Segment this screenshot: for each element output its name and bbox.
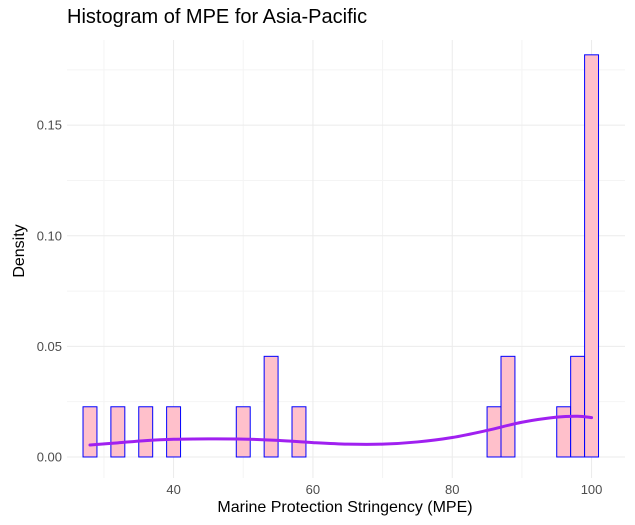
y-tick-label: 0.10 [37, 228, 62, 243]
y-tick-label: 0.05 [37, 339, 62, 354]
x-axis-title: Marine Protection Stringency (MPE) [217, 499, 472, 516]
x-tick-label: 60 [306, 482, 320, 497]
y-axis-title: Density [11, 224, 28, 277]
x-tick-label: 100 [581, 482, 603, 497]
histogram-bar [235, 406, 251, 458]
histogram-bar [166, 406, 182, 458]
histogram-bar [82, 406, 98, 458]
x-tick-label: 80 [445, 482, 459, 497]
histogram-bars [82, 54, 600, 458]
density-curve [88, 414, 594, 447]
histogram-bar [263, 355, 279, 458]
histogram-bar [584, 54, 600, 458]
y-tick-label: 0.00 [37, 449, 62, 464]
histogram-bar [556, 406, 572, 458]
histogram-bar [570, 355, 586, 458]
y-tick-label: 0.15 [37, 118, 62, 133]
histogram-bar [110, 406, 126, 458]
chart-title: Histogram of MPE for Asia-Pacific [67, 6, 368, 28]
histogram-bar [486, 406, 502, 458]
x-tick-label: 40 [166, 482, 180, 497]
histogram-bar [500, 355, 516, 458]
histogram-bar [291, 406, 307, 458]
histogram-bar [138, 406, 154, 458]
y-axis-ticks: 0.00 0.05 0.10 0.15 [37, 118, 62, 465]
density-curve-layer [88, 414, 594, 447]
x-axis-ticks: 40 60 80 100 [166, 482, 602, 497]
